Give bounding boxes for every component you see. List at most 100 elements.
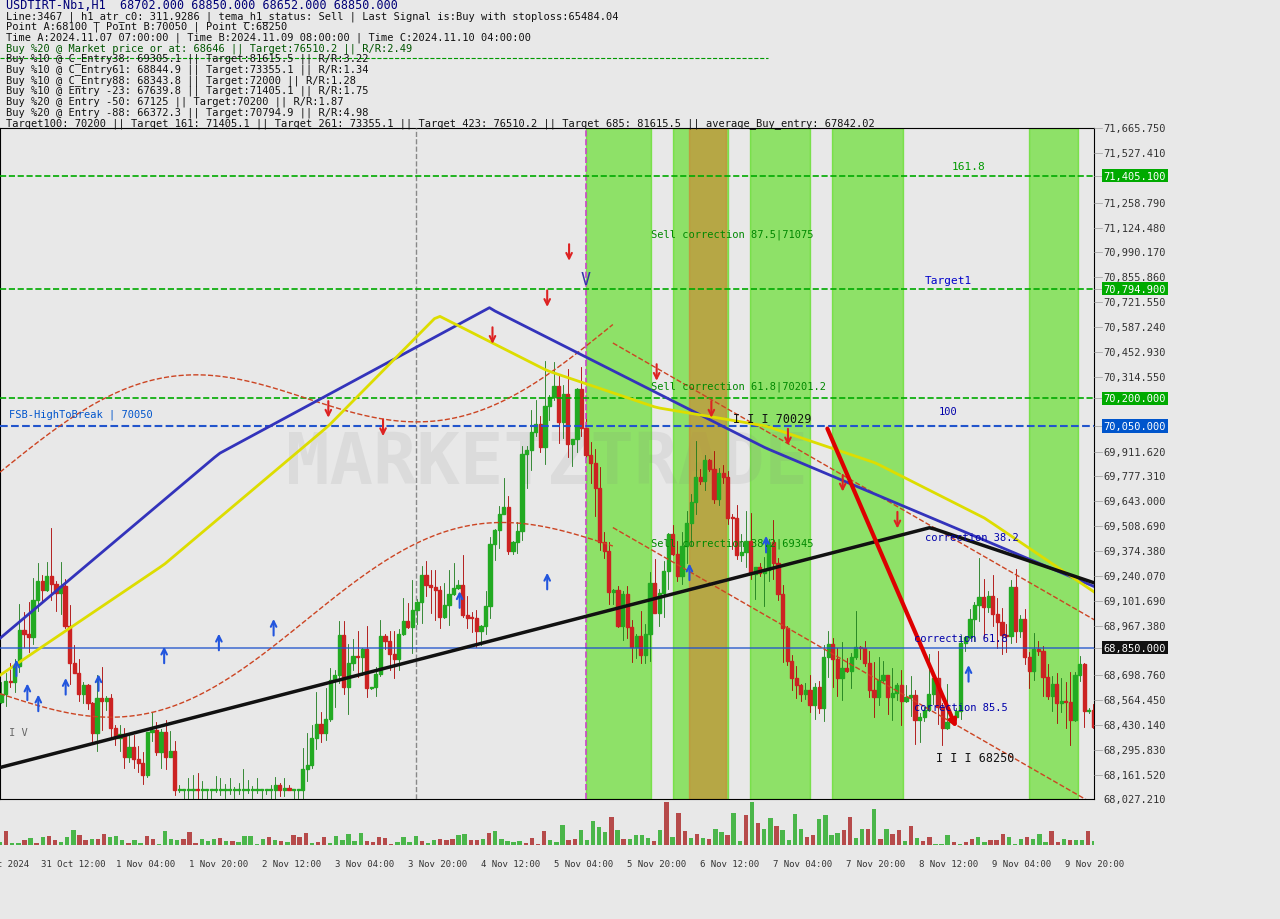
Bar [90,839,93,845]
Bar [466,616,468,618]
Bar [745,541,748,552]
Bar [701,838,705,845]
Bar [832,129,902,800]
Bar [100,698,104,702]
Bar [406,621,410,628]
Bar [438,839,443,845]
Bar [1010,587,1012,636]
Bar [1046,677,1050,697]
Bar [285,842,289,845]
Bar [292,789,296,790]
Bar [384,636,387,641]
Text: 71,665.750: 71,665.750 [1103,124,1166,133]
Bar [795,678,797,686]
Bar [726,477,730,518]
Bar [762,829,767,845]
Bar [744,815,748,845]
Bar [316,842,320,845]
Bar [973,606,977,619]
Bar [429,585,433,587]
Bar [182,789,186,790]
Bar [1050,832,1053,845]
Bar [200,839,204,845]
Bar [927,837,932,845]
Bar [303,834,308,845]
Bar [530,433,532,450]
Bar [817,819,822,845]
Bar [603,542,605,551]
Text: 68,161.520: 68,161.520 [1103,770,1166,779]
Bar [175,840,179,845]
Bar [539,425,541,448]
Bar [28,838,33,845]
Bar [534,425,538,433]
Text: 70,721.550: 70,721.550 [1103,298,1166,308]
Text: 3 Nov 20:00: 3 Nov 20:00 [408,859,467,868]
Bar [17,843,20,845]
Bar [475,840,479,845]
Bar [431,841,436,845]
Bar [45,576,49,590]
Bar [114,836,118,845]
Bar [726,835,730,845]
Bar [995,840,998,845]
Bar [694,478,698,502]
Bar [22,630,26,634]
Bar [818,687,820,708]
Bar [155,731,157,752]
Text: 9 Nov 20:00: 9 Nov 20:00 [1065,859,1124,868]
Text: I V: I V [9,728,27,738]
Text: 4 Nov 12:00: 4 Nov 12:00 [481,859,540,868]
Bar [982,597,986,607]
Bar [328,844,333,845]
Bar [438,591,442,618]
Text: correction 61.8: correction 61.8 [914,633,1007,643]
Bar [591,822,595,845]
Bar [740,552,742,555]
Text: 70,794.900: 70,794.900 [1103,284,1166,294]
Bar [447,594,451,606]
Bar [882,675,884,680]
Bar [891,834,895,845]
Bar [891,694,893,698]
Bar [426,843,430,845]
Text: 70,587.240: 70,587.240 [1103,323,1166,333]
Text: 70,314.550: 70,314.550 [1103,373,1166,383]
Text: 70,990.170: 70,990.170 [1103,248,1166,258]
Text: 7 Nov 04:00: 7 Nov 04:00 [773,859,832,868]
Bar [823,815,828,845]
Bar [371,842,375,845]
Bar [1083,664,1085,711]
Bar [1014,587,1018,631]
Bar [393,654,396,660]
Text: 68,295.830: 68,295.830 [1103,745,1166,755]
Bar [32,600,35,637]
Bar [434,587,436,591]
Text: 71,258.790: 71,258.790 [1103,199,1166,209]
Bar [607,551,611,592]
Bar [854,838,858,845]
Bar [320,724,323,733]
Bar [1074,840,1078,845]
Bar [109,698,113,728]
Bar [640,834,644,845]
Text: Buy %10 @ C_Entry88: 68343.8 || Target:72000 || R/R:1.28: Buy %10 @ C_Entry88: 68343.8 || Target:7… [6,75,356,85]
Bar [211,840,216,845]
Bar [914,695,916,720]
Bar [150,731,154,732]
Bar [708,460,710,469]
Bar [145,835,148,845]
Text: 69,643.000: 69,643.000 [1103,496,1166,506]
Bar [541,831,547,845]
Bar [827,644,829,657]
Bar [96,698,99,732]
Bar [968,619,972,637]
Bar [1023,619,1027,658]
Bar [457,585,460,588]
Text: Buy %10 @ Entry -23: 67639.8 || Target:71405.1 || R/R:1.75: Buy %10 @ Entry -23: 67639.8 || Target:7… [6,85,369,96]
Bar [1019,619,1021,631]
Bar [444,840,448,845]
Bar [940,844,943,845]
Bar [1061,839,1066,845]
Bar [77,834,82,845]
